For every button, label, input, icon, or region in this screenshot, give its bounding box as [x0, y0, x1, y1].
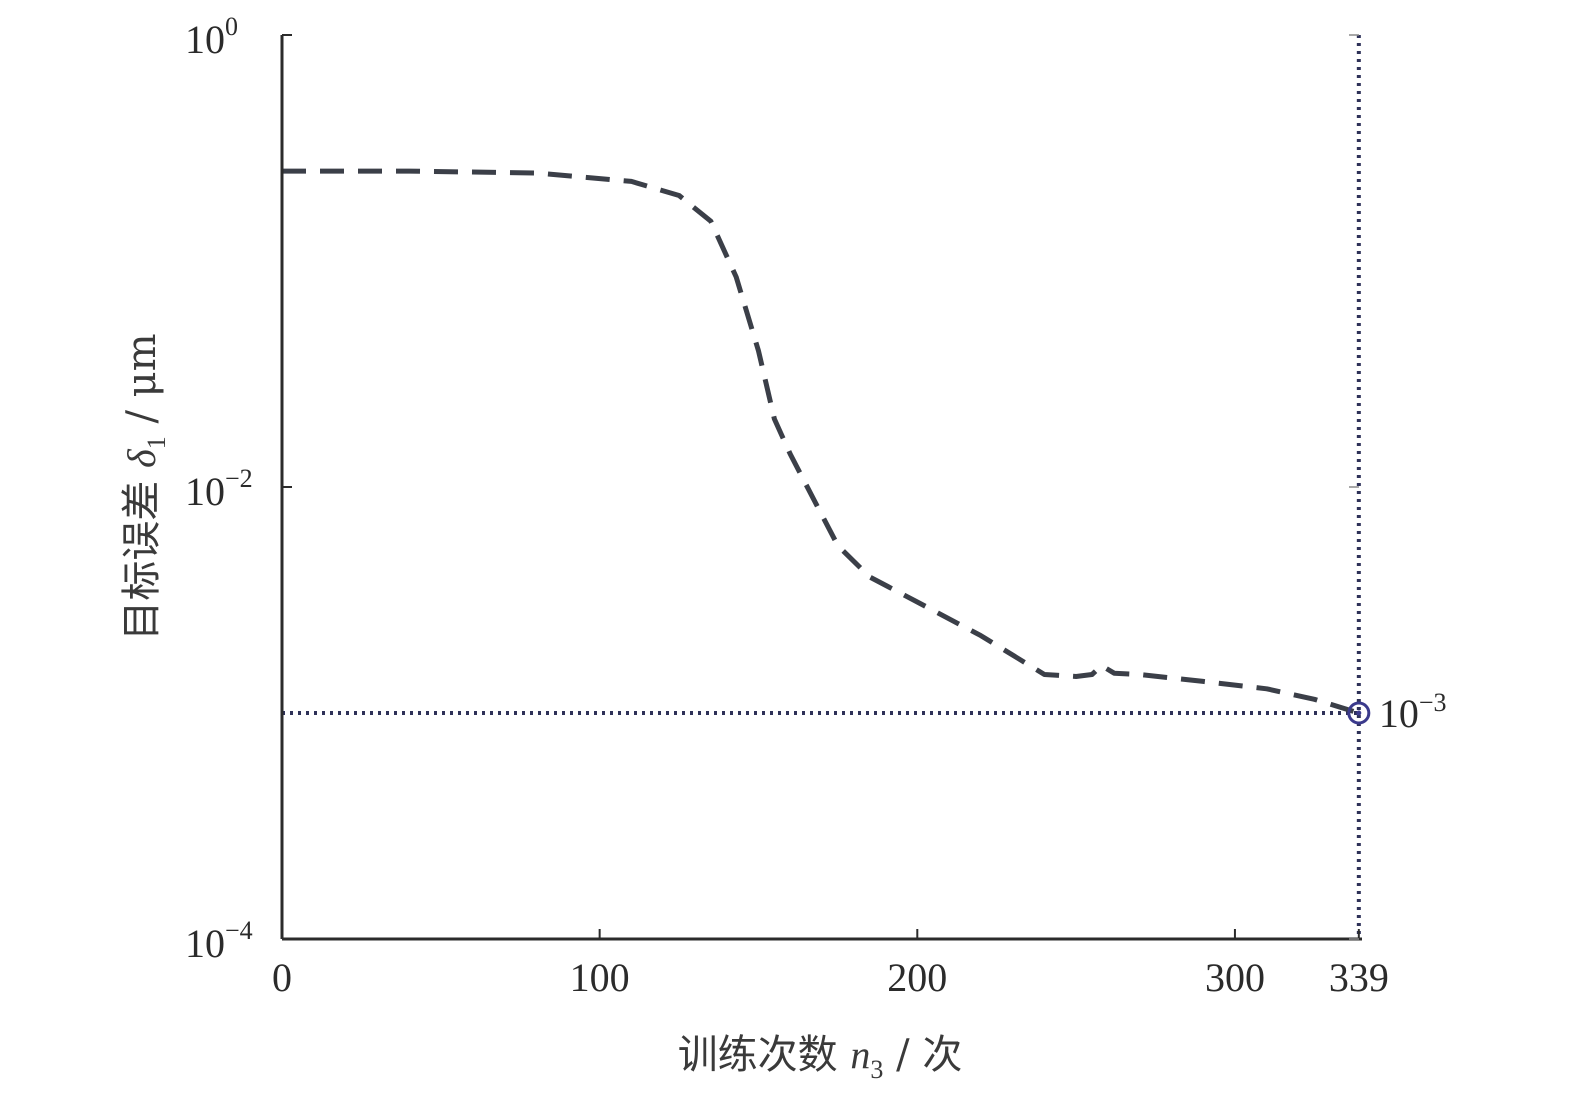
- x-axis-title-suffix: / 次: [883, 1032, 962, 1078]
- x-tick-label: 339: [1329, 955, 1389, 1000]
- series-line-1: [282, 168, 1360, 716]
- y-tick-label-base: 10: [185, 921, 225, 966]
- plot-marks: [282, 35, 1371, 939]
- x-axis-title-variable: n: [850, 1032, 870, 1077]
- y-tick-label-base: 10: [185, 17, 225, 62]
- y-axis-title-subscript: 1: [142, 436, 171, 449]
- x-tick-label: 100: [570, 955, 630, 1000]
- marker-label-exponent: −3: [1419, 688, 1447, 717]
- y-axis-title: 目标误差 δ1 / μm: [119, 333, 171, 640]
- marker-circle: [1347, 701, 1371, 725]
- x-tick-label: 300: [1205, 955, 1265, 1000]
- marker-value-label: 10−3: [1379, 688, 1447, 736]
- marker-label-base: 10: [1379, 691, 1419, 736]
- x-axis-ticks: 0 100 200 300 339: [272, 929, 1389, 1000]
- y-tick-label-exponent: −4: [225, 916, 253, 945]
- x-tick-label: 200: [887, 955, 947, 1000]
- x-axis-title-prefix: 训练次数: [678, 1032, 851, 1078]
- y-tick-label: 10−2: [185, 464, 253, 514]
- y-axis-title-variable: δ: [119, 448, 164, 468]
- y-axis-title-prefix: 目标误差: [119, 468, 165, 641]
- y-tick-label-base: 10: [185, 469, 225, 514]
- y-axis-title-suffix: / μm: [119, 333, 165, 436]
- x-axis-title-subscript: 3: [870, 1055, 883, 1084]
- y-tick-label-exponent: 0: [225, 12, 238, 41]
- y-tick-label-exponent: −2: [225, 464, 253, 493]
- marker-center-dot: [1356, 710, 1362, 716]
- x-tick-label: 0: [272, 955, 292, 1000]
- y-tick-label: 100: [185, 12, 238, 62]
- y-tick-label: 10−4: [185, 916, 253, 966]
- x-axis-title: 训练次数 n3 / 次: [678, 1032, 963, 1084]
